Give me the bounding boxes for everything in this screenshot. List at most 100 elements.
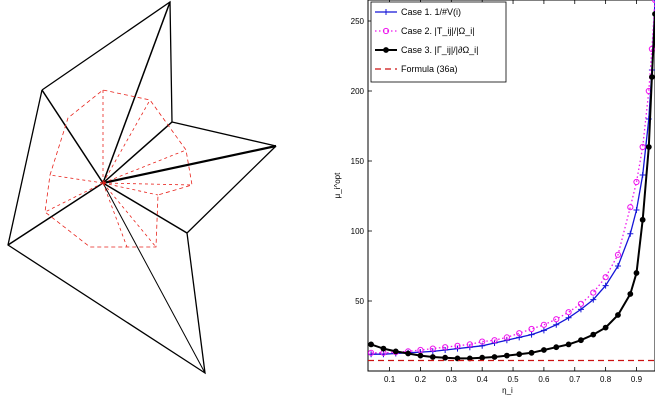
- series-3-point: [627, 291, 634, 297]
- axis-ticks: 0.1 0.2 0.3 0.4 0.5 0.6 0.7 0.8 0.9 50 100 150 200 25…: [351, 0, 643, 384]
- series-3-point: [466, 355, 473, 362]
- legend-box: [370, 1, 507, 83]
- series-2-point: [429, 345, 436, 352]
- series-2-point: [528, 325, 535, 333]
- series-2-point: [633, 178, 640, 186]
- series-2-point: [466, 341, 473, 348]
- series-2-point: [516, 330, 523, 337]
- legend: Case 1. 1/#V(i) Case 2. |T_ij|/|Ω_i| Case …: [370, 1, 507, 83]
- series-1-point: [417, 349, 424, 356]
- series-3-point: [429, 354, 436, 360]
- series-layer: [368, 0, 655, 362]
- series-3-point: [602, 324, 609, 331]
- outer-edge-top: [41, 0, 277, 147]
- series-2-point: [442, 344, 449, 351]
- series-2-point: [565, 309, 572, 316]
- dual-ray: [44, 182, 104, 213]
- y-axis-label: μ_i^opt: [333, 172, 342, 198]
- series-2-point: [590, 289, 597, 296]
- x-tick-label: 0.9: [631, 375, 643, 384]
- series-1-point: [442, 347, 449, 353]
- series-3-point: [645, 144, 652, 150]
- legend-label: Case 1. 1/#V(i): [401, 7, 461, 17]
- legend-marker: [382, 27, 390, 35]
- series-line-2: [371, 0, 655, 354]
- series-1-point: [645, 116, 652, 122]
- series-3-point: [590, 331, 597, 338]
- plot-frame: [367, 0, 655, 372]
- dual-ray: [102, 149, 187, 184]
- series-2-point: [380, 349, 387, 356]
- axis-labels: η_i μ_i^opt: [333, 172, 513, 395]
- x-tick-label: 0.8: [600, 375, 612, 384]
- series-2-point: [648, 45, 655, 53]
- x-tick-label: 0.7: [569, 375, 581, 384]
- spoke: [102, 121, 173, 184]
- series-1-point: [577, 306, 584, 313]
- spoke: [102, 1, 171, 184]
- series-1-point: [540, 327, 547, 334]
- series-2-point: [405, 348, 412, 355]
- series-3-point: [578, 337, 584, 344]
- y-tick-label: 50: [355, 297, 364, 306]
- series-1-point: [368, 351, 375, 358]
- series-3-point: [528, 349, 535, 356]
- series-3-point: [380, 345, 387, 352]
- dual-ray: [102, 182, 193, 186]
- series-1-point: [614, 263, 621, 269]
- x-tick-label: 0.5: [507, 375, 519, 384]
- series-1-point: [405, 349, 412, 356]
- x-tick-label: 0.1: [384, 375, 396, 384]
- series-3-point: [633, 270, 640, 276]
- x-tick-label: 0.4: [477, 375, 489, 384]
- series-2-point: [614, 251, 622, 258]
- series-3-point: [649, 74, 655, 80]
- series-1-point: [392, 350, 399, 357]
- y-tick-label: 150: [351, 157, 365, 166]
- mesh-diagram: [7, 0, 277, 375]
- series-3-point: [565, 341, 572, 348]
- series-2-point: [503, 334, 510, 341]
- series-2-point: [454, 342, 461, 349]
- series-1-point: [466, 344, 473, 351]
- legend-marker: [383, 47, 389, 53]
- series-1-point: [648, 67, 655, 73]
- series-3-point: [392, 348, 399, 355]
- series-1-point: [639, 172, 646, 178]
- series-1-point: [633, 207, 640, 213]
- plot-area: [367, 0, 655, 372]
- series-1-point: [454, 345, 461, 352]
- series-2-point: [627, 204, 634, 211]
- mesh-spokes: [7, 1, 277, 374]
- series-3-point: [541, 347, 547, 353]
- series-2-point: [540, 321, 548, 328]
- series-1-point: [627, 230, 634, 237]
- series-3-point: [454, 355, 461, 362]
- dual-rays: [44, 90, 193, 248]
- x-tick-label: 0.6: [538, 375, 550, 384]
- series-3-point: [479, 354, 486, 361]
- dual-ray: [102, 182, 128, 248]
- series-1-point: [429, 348, 436, 355]
- dual-polygon: [44, 89, 193, 248]
- x-tick-label: 0.3: [446, 375, 458, 384]
- series-1-point: [479, 342, 486, 349]
- spoke: [102, 182, 188, 234]
- legend-marker: [383, 9, 389, 15]
- spoke: [102, 182, 206, 374]
- y-tick-label: 200: [351, 87, 365, 96]
- legend-label: Case 2. |T_ij|/|Ω_i|: [401, 26, 475, 36]
- series-3-point: [405, 350, 412, 357]
- series-1-point: [491, 340, 498, 346]
- series-3-point: [368, 341, 374, 348]
- series-3-point: [553, 344, 560, 351]
- series-3-point: [615, 312, 621, 318]
- series-1-point: [590, 296, 597, 303]
- series-3-point: [442, 354, 449, 361]
- series-1-point: [602, 282, 609, 289]
- series-1-point: [553, 321, 560, 328]
- series-2-point: [602, 274, 609, 281]
- series-2-point: [368, 349, 375, 356]
- x-tick-label: 0.2: [415, 375, 427, 384]
- series-2-point: [553, 316, 560, 323]
